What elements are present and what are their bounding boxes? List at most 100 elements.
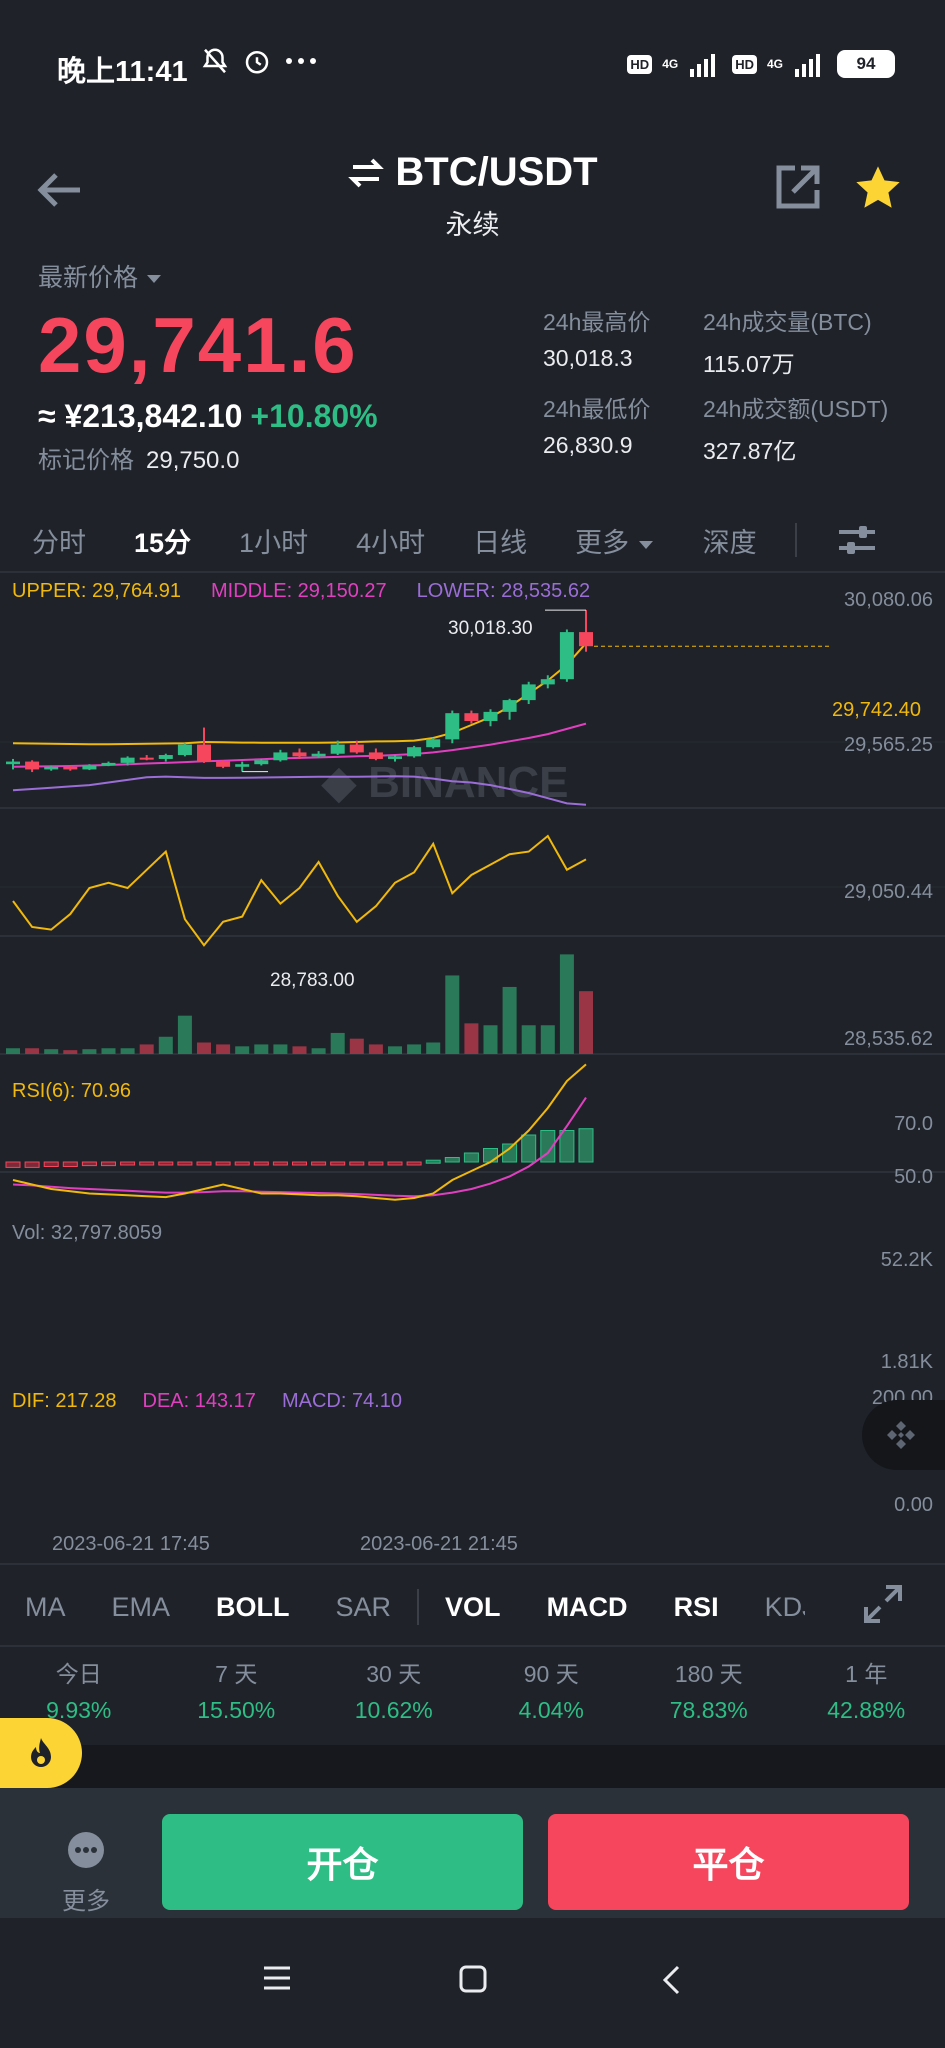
binance-float-button[interactable] [862,1400,945,1470]
candle-body [521,684,536,701]
candle-body [502,700,517,712]
macd-dif-label: DIF: 217.28 [12,1390,117,1412]
rsi-line [12,834,587,947]
macd-histogram-bar [177,1161,193,1166]
close-position-button[interactable]: 平仓 [548,1814,909,1910]
timeframe-tabs: 分时 15分 1小时 4小时 日线 更多 深度 [0,510,945,570]
cny-price: ≈ ¥213,842.10 [38,398,243,434]
volume-bar [44,1049,59,1054]
candle-body [368,752,383,759]
macd-histogram-bar [368,1161,384,1166]
stat-value: 30,018.3 [543,345,633,371]
volume-bar [235,1046,250,1054]
fullscreen-button[interactable] [862,1583,904,1625]
macd-histogram-bar [483,1148,498,1163]
stat-value: 327.87亿 [703,438,797,464]
divider [0,1645,945,1647]
caret-down-icon [638,540,653,549]
pair-name: BTC/USDT [395,150,598,194]
tab-timeframe-4h[interactable]: 4小时 [356,527,426,558]
volume-bar [292,1046,307,1054]
status-icons-left [200,46,318,76]
status-icons-right: HD 4G HD 4G 94 [627,50,895,78]
alarm-icon [245,51,269,74]
macd-histogram-bar [24,1161,40,1168]
boll-legend: UPPER: 29,764.91 MIDDLE: 29,150.27 LOWER… [12,580,590,603]
rsi-axis-label: 70.0 [894,1113,933,1135]
volume-bar [445,975,460,1054]
tab-indicator-vol[interactable]: VOL [445,1591,501,1622]
macd-histogram-bar [521,1134,537,1163]
back-nav-icon[interactable] [660,1964,684,1996]
tab-timeframe-line[interactable]: 分时 [32,527,86,558]
candle-body [311,753,326,757]
kline-chart[interactable]: ◆ BINANCE [0,572,945,1562]
tab-depth[interactable]: 深度 [702,527,757,558]
contract-type: 永续 [445,210,500,240]
hd-badge: HD [732,54,757,74]
macd-histogram-bar [540,1130,556,1163]
hd-badge: HD [627,54,653,74]
perf-180d: 180 天 78.83% [630,1655,788,1730]
pair-selector[interactable]: BTC/USDT 永续 [0,150,945,242]
back-button[interactable] [32,162,88,218]
last-price: 29,741.6 [38,301,358,389]
volume-bar [483,1025,498,1054]
macd-histogram-bar [425,1159,441,1164]
signal-icon [795,54,820,77]
macd-histogram-bar [101,1161,116,1167]
volume-bar [388,1046,402,1054]
chart-settings-icon[interactable] [837,522,877,558]
hot-button[interactable] [0,1718,82,1788]
tab-timeframe-1d[interactable]: 日线 [473,527,528,558]
tab-indicator-ma[interactable]: MA [25,1591,66,1622]
rsi-legend: RSI(6): 70.96 [12,1080,131,1102]
tab-indicator-kdj[interactable]: KDJ [764,1591,805,1622]
more-button[interactable]: 更多 [50,1830,122,1916]
stat-label: 24h成交量(BTC) [703,309,872,335]
share-button[interactable] [773,162,823,212]
macd-histogram-bar [292,1161,307,1166]
volume-bar [579,991,593,1054]
menu-icon[interactable] [262,1964,292,1992]
boll-upper-label: UPPER: 29,764.91 [12,580,181,602]
vol-axis-label: 1.81K [880,1351,933,1373]
macd-histogram-bar [158,1161,174,1166]
tab-indicator-boll[interactable]: BOLL [216,1591,290,1622]
swap-icon [348,158,385,187]
volume-bar [63,1050,78,1054]
more-dots-circle-icon [68,1832,104,1868]
favorite-button[interactable] [852,162,904,214]
macd-histogram-bar [215,1161,231,1166]
boll-lower-label: LOWER: 28,535.62 [416,580,591,602]
macd-dea-label: DEA: 143.17 [142,1390,256,1412]
tab-timeframe-more[interactable]: 更多 [575,521,655,560]
high-price-marker: 30,018.30 [448,618,533,639]
tab-timeframe-1h[interactable]: 1小时 [239,527,309,558]
price-type-selector[interactable]: 最新价格 [38,258,163,294]
candle-body [426,739,441,748]
open-position-button[interactable]: 开仓 [162,1814,523,1910]
header: BTC/USDT 永续 [0,140,945,250]
tab-indicator-macd[interactable]: MACD [546,1591,628,1622]
tab-timeframe-15m[interactable]: 15分 [134,527,192,558]
divider [0,571,945,573]
tab-indicator-sar[interactable]: SAR [335,1591,392,1622]
volume-bar [177,1015,192,1054]
macd-legend: DIF: 217.28 DEA: 143.17 MACD: 74.10 [12,1390,402,1413]
perf-label: 今日 [55,1661,102,1687]
candle-body [388,756,402,759]
volume-bar [502,986,517,1054]
volume-bar [368,1044,383,1054]
macd-histogram-bar [120,1161,136,1166]
candle-body [216,761,231,767]
home-icon[interactable] [458,1964,488,1994]
perf-1y: 1 年 42.88% [788,1655,945,1730]
macd-histogram-bar [81,1161,97,1167]
low-price-marker: 28,783.00 [270,970,355,991]
perf-today: 今日 9.93% [0,1655,158,1730]
candle-body [197,744,211,762]
tab-indicator-ema[interactable]: EMA [111,1591,171,1622]
tab-indicator-rsi[interactable]: RSI [673,1591,719,1622]
price-axis-label: 28,535.62 [844,1028,933,1050]
